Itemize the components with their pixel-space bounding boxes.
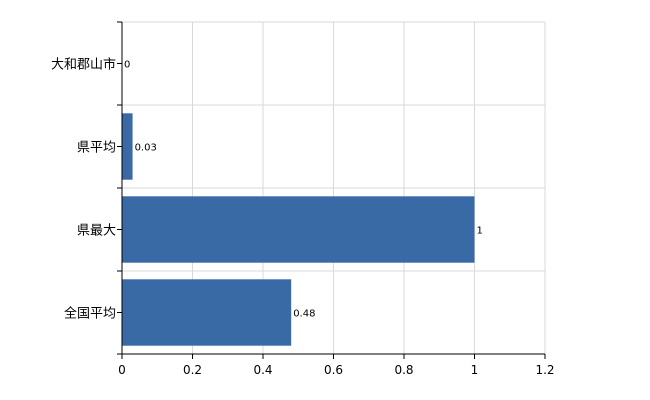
category-label: 大和郡山市 <box>51 57 116 73</box>
x-tick-label: 0 <box>118 363 126 377</box>
category-label: 県平均 <box>77 141 116 156</box>
data-label: 0.48 <box>293 309 315 320</box>
data-label: 0.03 <box>135 143 157 154</box>
x-tick-label: 1.2 <box>535 363 554 377</box>
bar <box>122 113 133 180</box>
axes-layer <box>117 21 546 359</box>
x-tick-label: 0.8 <box>394 363 413 377</box>
x-tick-label: 1 <box>471 363 479 377</box>
bars-layer <box>122 113 475 346</box>
bar <box>122 196 475 263</box>
data-label: 1 <box>477 226 483 237</box>
data-label: 0 <box>124 60 130 71</box>
bar <box>122 279 292 346</box>
category-label: 県最大 <box>77 224 116 239</box>
grid-layer <box>122 21 546 354</box>
x-tick-label: 0.4 <box>253 363 272 377</box>
x-tick-label: 0.6 <box>324 363 343 377</box>
category-label: 全国平均 <box>64 306 116 322</box>
x-tick-label: 0.2 <box>183 363 202 377</box>
